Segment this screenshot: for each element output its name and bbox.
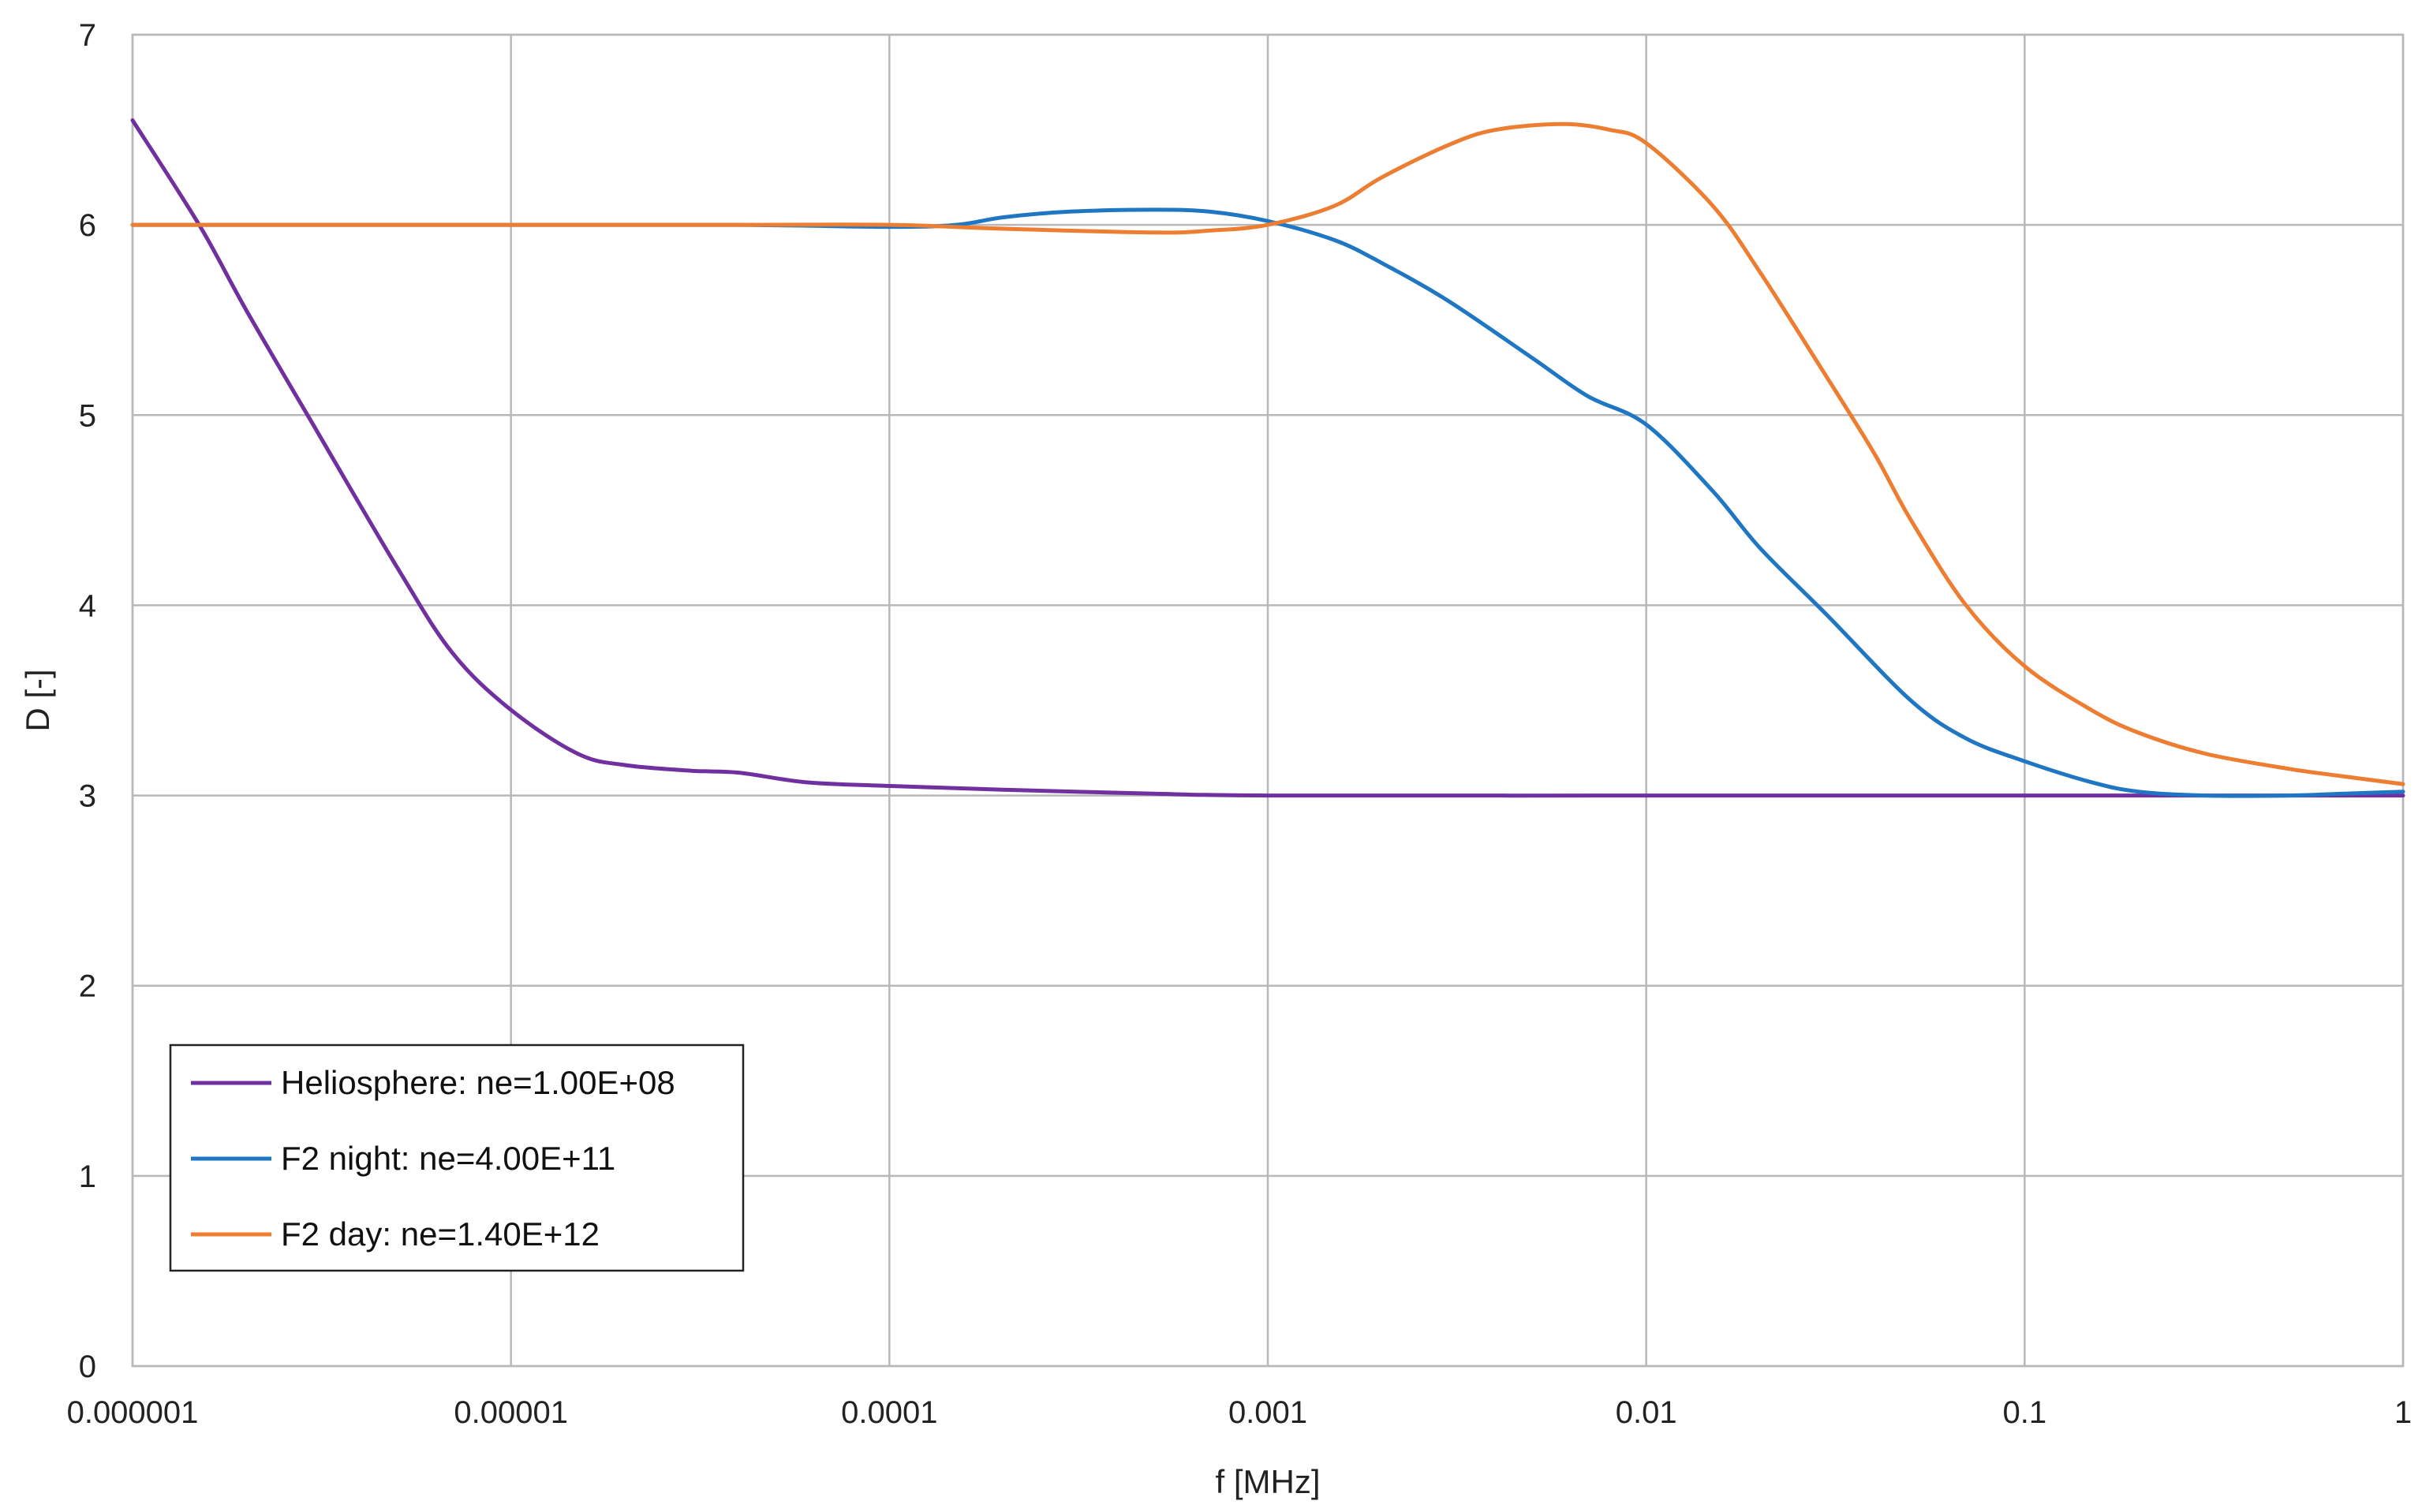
y-tick-label: 2: [79, 969, 96, 1004]
x-tick-label: 0.0001: [841, 1395, 937, 1430]
legend-entry-f2-night: F2 night: ne=4.00E+11: [191, 1140, 615, 1177]
y-tick-label: 3: [79, 779, 96, 814]
y-axis-label: D [-]: [19, 669, 56, 731]
legend: Heliosphere: ne=1.00E+08 F2 night: ne=4.0…: [169, 1043, 745, 1272]
y-tick-label: 7: [79, 18, 96, 53]
series-line-heliosphere: [130, 118, 2405, 798]
x-tick-label: 0.000001: [67, 1395, 199, 1430]
x-tick-label: 0.00001: [454, 1395, 568, 1430]
x-tick-label: 0.01: [1616, 1395, 1677, 1430]
y-tick-label: 1: [79, 1159, 96, 1194]
x-tick-label: 0.001: [1228, 1395, 1307, 1430]
legend-label: F2 night: ne=4.00E+11: [281, 1140, 615, 1177]
y-tick-label: 0: [79, 1350, 96, 1384]
x-tick-label: 0.1: [2003, 1395, 2047, 1430]
legend-entry-f2-day: F2 day: ne=1.40E+12: [191, 1215, 600, 1253]
y-tick-label: 5: [79, 398, 96, 433]
tick-labels: 0.000001 0.00001 0.0001 0.001 0.01 0.1 1 0 1 2 3 4 5…: [67, 18, 2413, 1430]
y-tick-label: 6: [79, 208, 96, 243]
x-tick-label: 1: [2394, 1395, 2412, 1430]
legend-entry-heliosphere: Heliosphere: ne=1.00E+08: [191, 1064, 675, 1101]
plot-frame: [131, 33, 2405, 1368]
legend-label: F2 day: ne=1.40E+12: [281, 1215, 600, 1253]
x-axis-label: f [MHz]: [1216, 1463, 1321, 1500]
y-tick-label: 4: [79, 588, 96, 623]
legend-label: Heliosphere: ne=1.00E+08: [281, 1064, 675, 1101]
series-group: [130, 118, 2405, 798]
series-line-f2-night: [130, 207, 2405, 798]
series-line-f2-day: [130, 121, 2405, 786]
